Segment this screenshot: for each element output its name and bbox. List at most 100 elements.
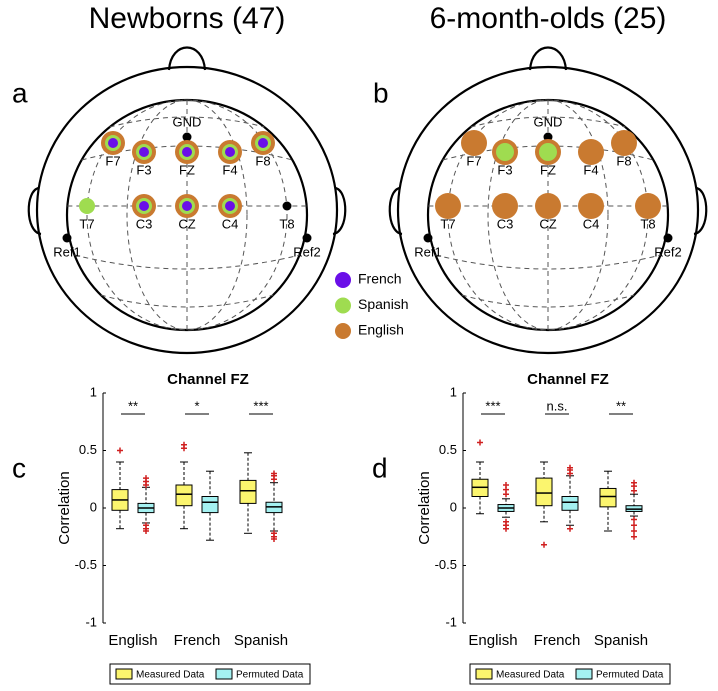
box bbox=[599, 487, 617, 508]
electrode-label: FZ bbox=[179, 162, 195, 177]
electrode-marker bbox=[79, 198, 95, 214]
legend-label: Measured Data bbox=[496, 670, 565, 681]
significance-label: *** bbox=[253, 398, 268, 413]
electrode-label: T8 bbox=[279, 216, 294, 231]
ear bbox=[332, 186, 347, 236]
electrode-marker bbox=[496, 143, 514, 161]
reference-label: Ref2 bbox=[293, 244, 320, 259]
outlier bbox=[503, 525, 509, 532]
electrode-marker bbox=[578, 139, 604, 165]
outlier bbox=[271, 470, 277, 477]
x-tick-label: French bbox=[174, 632, 221, 649]
outlier bbox=[143, 528, 149, 534]
electrode-label: C4 bbox=[222, 216, 239, 231]
electrode-label: T8 bbox=[640, 216, 655, 231]
panel-letter: c bbox=[12, 452, 26, 483]
electrode-marker bbox=[139, 147, 149, 157]
legend-swatch bbox=[335, 297, 351, 314]
reference-label: GND bbox=[173, 114, 202, 129]
box bbox=[561, 496, 579, 511]
grid-line bbox=[435, 254, 661, 270]
electrode-marker bbox=[435, 193, 461, 219]
electrode-label: F3 bbox=[497, 162, 512, 177]
ear bbox=[388, 186, 403, 236]
legend-swatch bbox=[335, 323, 351, 339]
outlier bbox=[503, 482, 509, 488]
outlier bbox=[541, 541, 547, 548]
x-tick-label: French bbox=[534, 632, 581, 649]
outlier bbox=[271, 536, 277, 543]
grid-line bbox=[74, 254, 300, 270]
y-tick-label: -1 bbox=[85, 614, 97, 629]
electrode-label: F4 bbox=[583, 162, 598, 177]
electrode-label: CZ bbox=[539, 216, 556, 231]
electrode-marker bbox=[635, 193, 661, 219]
significance-label: *** bbox=[485, 398, 500, 413]
reference-label: Ref1 bbox=[414, 244, 441, 259]
legend-swatch bbox=[215, 668, 233, 680]
electrode-marker bbox=[139, 201, 149, 211]
outlier bbox=[477, 439, 483, 446]
electrode-label: C4 bbox=[583, 216, 600, 231]
panel-title: 6-month-olds (25) bbox=[430, 2, 667, 35]
electrode-marker bbox=[225, 147, 235, 157]
electrode-marker bbox=[611, 130, 637, 156]
legend-label: French bbox=[358, 271, 402, 287]
y-tick-label: -0.5 bbox=[75, 557, 97, 572]
ear bbox=[693, 186, 708, 236]
reference-dot bbox=[302, 233, 312, 243]
grid-line bbox=[126, 99, 248, 331]
significance-label: n.s. bbox=[547, 398, 568, 413]
grid-line bbox=[461, 294, 635, 308]
electrode-label: C3 bbox=[136, 216, 153, 231]
outlier bbox=[631, 528, 637, 534]
reference-label: Ref2 bbox=[654, 244, 681, 259]
nose bbox=[167, 46, 207, 71]
electrode-marker bbox=[108, 138, 118, 148]
electrode-label: F7 bbox=[105, 153, 120, 168]
y-tick-label: 0.5 bbox=[439, 442, 457, 457]
head-outline bbox=[35, 65, 339, 355]
y-axis-label: Correlation bbox=[56, 471, 73, 544]
outlier bbox=[117, 447, 123, 454]
electrode-label: F7 bbox=[466, 153, 481, 168]
chart-title: Channel FZ bbox=[527, 371, 609, 388]
x-tick-label: English bbox=[468, 632, 517, 649]
electrode-label: C3 bbox=[497, 216, 514, 231]
box bbox=[201, 496, 219, 514]
significance-label: ** bbox=[128, 398, 138, 413]
outlier bbox=[631, 479, 637, 486]
x-tick-label: Spanish bbox=[234, 632, 288, 649]
reference-dot bbox=[663, 233, 673, 243]
outlier bbox=[567, 464, 573, 471]
reference-label: Ref1 bbox=[53, 244, 80, 259]
legend-label: Measured Data bbox=[136, 670, 205, 681]
grid-line bbox=[86, 99, 288, 331]
reference-dot bbox=[62, 233, 72, 243]
y-tick-label: 1 bbox=[90, 384, 97, 399]
outlier bbox=[631, 533, 637, 540]
legend-swatch bbox=[475, 668, 493, 680]
box bbox=[239, 479, 257, 504]
grid-line bbox=[487, 99, 609, 331]
outlier bbox=[631, 516, 637, 523]
chart-title: Channel FZ bbox=[167, 371, 249, 388]
electrode-label: F4 bbox=[222, 162, 237, 177]
electrode-marker bbox=[535, 193, 561, 219]
legend-label: Spanish bbox=[358, 296, 409, 312]
y-tick-label: 0 bbox=[450, 499, 457, 514]
electrode-marker bbox=[492, 193, 518, 219]
grid-line bbox=[470, 116, 626, 128]
box bbox=[535, 477, 553, 507]
electrode-label: CZ bbox=[178, 216, 195, 231]
y-tick-label: -1 bbox=[445, 614, 457, 629]
electrode-marker bbox=[461, 130, 487, 156]
y-axis-label: Correlation bbox=[416, 471, 433, 544]
legend-label: English bbox=[358, 322, 404, 338]
electrode-label: F8 bbox=[255, 153, 270, 168]
legend-box bbox=[469, 663, 671, 685]
x-tick-label: English bbox=[108, 632, 157, 649]
significance-label: * bbox=[194, 398, 199, 413]
nose bbox=[528, 46, 568, 71]
